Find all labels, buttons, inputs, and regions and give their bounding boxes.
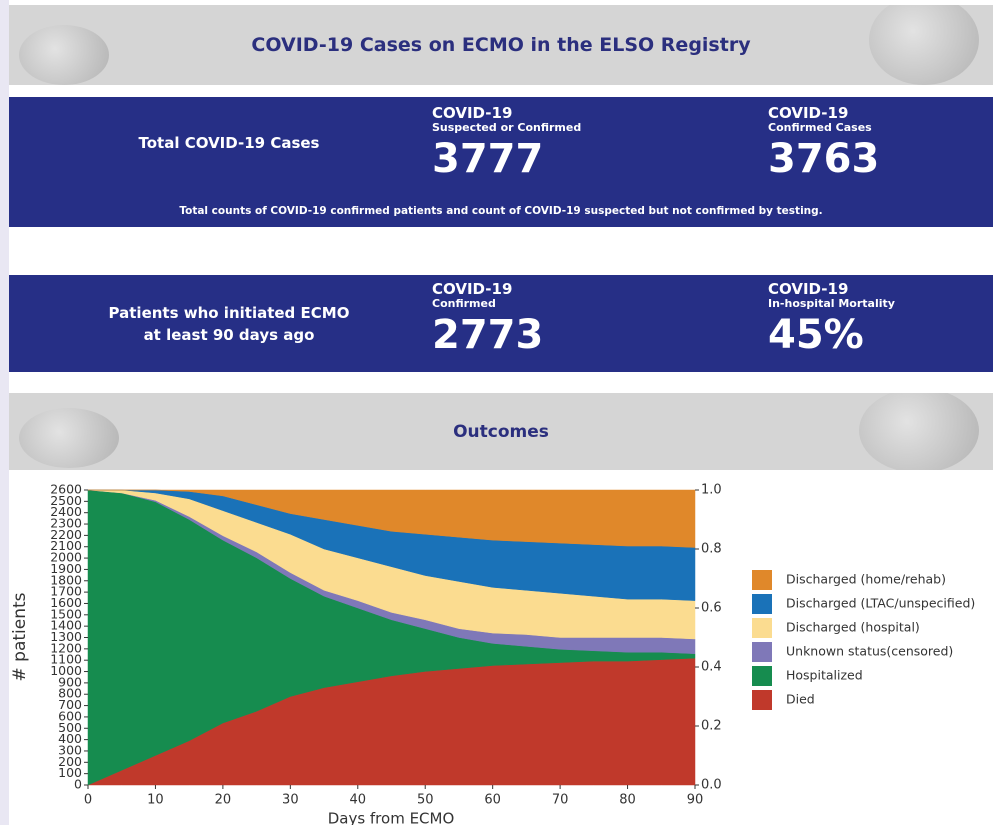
x-axis-label: Days from ECMO (328, 810, 455, 825)
panel-note: Total counts of COVID-19 confirmed patie… (179, 205, 823, 217)
panel-label: Total COVID-19 Cases (138, 134, 320, 152)
y-tick-label: 1200 (50, 640, 82, 655)
x-tick-label: 70 (552, 793, 569, 808)
y-tick-label: 1300 (50, 629, 82, 644)
stat: COVID-19 Confirmed Cases 3763 (768, 105, 879, 181)
stats-panel: Total COVID-19 Cases COVID-19 Suspected … (9, 97, 993, 227)
x-tick-label: 30 (282, 793, 299, 808)
x-tick-label: 90 (687, 793, 704, 808)
side-strip (0, 0, 9, 825)
header-title: COVID-19 Cases on ECMO in the ELSO Regis… (251, 34, 751, 56)
y-tick-label: 1900 (50, 561, 82, 576)
legend-swatch (752, 570, 772, 590)
legend-label: Discharged (LTAC/unspecified) (786, 596, 975, 611)
x-tick-label: 40 (350, 793, 367, 808)
y-tick-label: 900 (58, 674, 82, 689)
legend-label: Discharged (home/rehab) (786, 572, 946, 587)
stat: COVID-19 Suspected or Confirmed 3777 (432, 105, 581, 181)
x-tick-label: 80 (619, 793, 636, 808)
y-tick-label: 2000 (50, 550, 82, 565)
stat-value: 45% (768, 312, 864, 358)
legend-swatch (752, 618, 772, 638)
y-tick-label: 500 (58, 720, 82, 735)
stat-subtitle: Suspected or Confirmed (432, 121, 582, 134)
stat: COVID-19 In-hospital Mortality 45% (768, 281, 895, 357)
y2-tick-label: 0.0 (701, 778, 722, 793)
y-tick-label: 600 (58, 708, 82, 723)
decoration (869, 5, 979, 85)
decoration (19, 25, 109, 85)
stat-title: COVID-19 (432, 280, 513, 298)
stat: COVID-19 Confirmed 2773 (432, 281, 543, 357)
y-tick-label: 1100 (50, 652, 82, 667)
x-tick-label: 10 (147, 793, 164, 808)
y2-tick-label: 0.4 (701, 660, 722, 675)
section-title: Outcomes (453, 421, 549, 442)
header-band: COVID-19 Cases on ECMO in the ELSO Regis… (9, 5, 993, 85)
stat-subtitle: In-hospital Mortality (768, 297, 895, 310)
stat-subtitle: Confirmed (432, 297, 496, 310)
legend-label: Died (786, 692, 815, 707)
stat-title: COVID-19 (768, 280, 849, 298)
legend-swatch (752, 642, 772, 662)
y2-tick-label: 1.0 (701, 483, 722, 498)
stat-value: 2773 (432, 312, 544, 358)
legend-swatch (752, 594, 772, 614)
x-tick-label: 20 (215, 793, 232, 808)
legend-label: Hospitalized (786, 668, 863, 683)
y-tick-label: 1500 (50, 606, 82, 621)
y-tick-label: 0 (74, 777, 82, 792)
y-tick-label: 2500 (50, 493, 82, 508)
y-tick-label: 200 (58, 754, 82, 769)
y-tick-label: 800 (58, 686, 82, 701)
y-tick-label: 2600 (50, 482, 82, 497)
x-tick-label: 50 (417, 793, 434, 808)
y-tick-label: 1800 (50, 572, 82, 587)
y-tick-label: 1400 (50, 618, 82, 633)
legend-swatch (752, 690, 772, 710)
area (88, 489, 696, 548)
panel-label: Patients who initiated ECMO at least 90 … (108, 304, 350, 344)
y2-tick-label: 0.8 (701, 542, 722, 557)
y-tick-label: 1000 (50, 663, 82, 678)
x-tick-label: 60 (484, 793, 501, 808)
y-tick-label: 400 (58, 731, 82, 746)
y-tick-label: 2200 (50, 527, 82, 542)
stat-subtitle: Confirmed Cases (768, 121, 872, 134)
legend-label: Unknown status(censored) (786, 644, 953, 659)
decoration (19, 408, 119, 468)
y-tick-label: 100 (58, 765, 82, 780)
decoration (859, 393, 979, 470)
y-tick-label: 1600 (50, 595, 82, 610)
y-tick-label: 2400 (50, 504, 82, 519)
y-tick-label: 2100 (50, 538, 82, 553)
y2-tick-label: 0.2 (701, 719, 722, 734)
legend-label: Discharged (hospital) (786, 620, 920, 635)
y2-tick-label: 0.6 (701, 601, 722, 616)
stat-title: COVID-19 (768, 104, 849, 122)
chart: # patients Days from ECMO 01002003004005… (10, 482, 975, 825)
stat-value: 3777 (432, 136, 544, 182)
y-tick-label: 2300 (50, 516, 82, 531)
stats-panel: Patients who initiated ECMO at least 90 … (9, 275, 993, 372)
y-tick-label: 300 (58, 742, 82, 757)
x-tick-label: 0 (84, 793, 92, 808)
stat-title: COVID-19 (432, 104, 513, 122)
y-tick-label: 700 (58, 697, 82, 712)
legend-swatch (752, 666, 772, 686)
y-axis-label: # patients (10, 592, 30, 681)
section-band: Outcomes (9, 393, 993, 470)
y-tick-label: 1700 (50, 584, 82, 599)
stat-value: 3763 (768, 136, 880, 182)
